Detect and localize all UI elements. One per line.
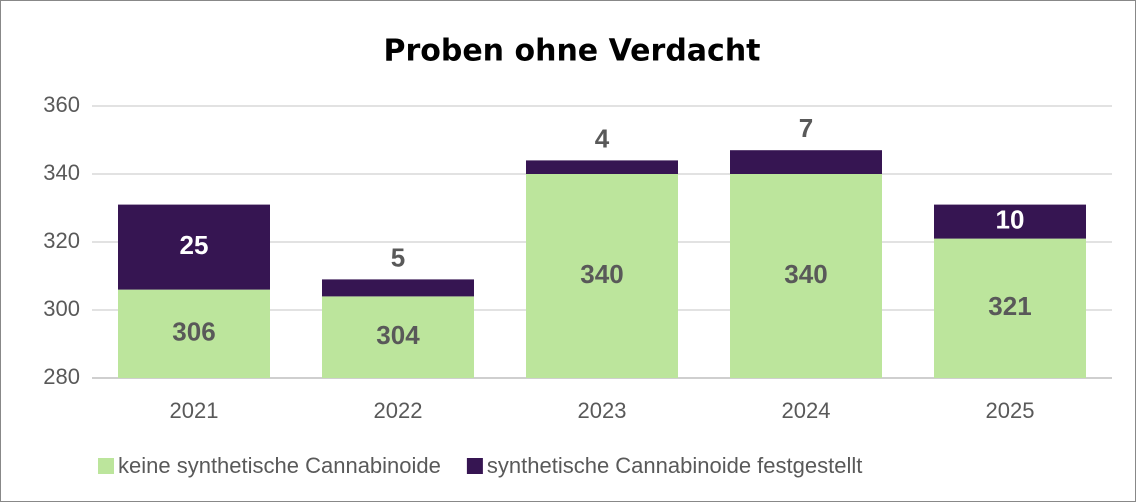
bar-segment	[730, 150, 882, 174]
data-label: 4	[595, 123, 610, 153]
bar-segment	[526, 160, 678, 174]
data-label: 7	[799, 113, 813, 143]
x-tick-label: 2024	[782, 398, 831, 423]
bar-segment	[934, 238, 1086, 378]
data-label: 340	[784, 259, 827, 289]
legend-swatch	[466, 458, 483, 474]
data-label: 306	[172, 317, 215, 347]
x-tick-label: 2023	[578, 398, 627, 423]
y-tick-label: 300	[43, 296, 80, 321]
bar-segment	[526, 174, 678, 378]
legend-label: keine synthetische Cannabinoide	[118, 453, 441, 478]
bar-segment	[934, 204, 1086, 239]
x-tick-label: 2025	[986, 398, 1035, 423]
legend-swatch	[98, 458, 114, 474]
bar-segment	[322, 296, 474, 378]
data-label: 304	[376, 320, 420, 350]
legend-label: synthetische Cannabinoide festgestellt	[487, 453, 862, 478]
bar-segment	[322, 279, 474, 297]
data-label: 25	[180, 230, 209, 260]
y-tick-label: 340	[43, 160, 80, 185]
bar-segment	[118, 289, 270, 378]
y-tick-label: 320	[43, 228, 80, 253]
chart-title: Proben ohne Verdacht	[383, 34, 760, 69]
x-tick-label: 2021	[170, 398, 219, 423]
bar-segment	[118, 204, 270, 290]
x-tick-label: 2022	[374, 398, 423, 423]
data-label: 321	[988, 291, 1031, 321]
data-label: 340	[580, 259, 623, 289]
data-label: 5	[391, 242, 405, 272]
y-tick-label: 280	[43, 364, 80, 389]
y-tick-label: 360	[43, 92, 80, 117]
data-label: 10	[996, 204, 1025, 234]
bar-segment	[730, 174, 882, 378]
